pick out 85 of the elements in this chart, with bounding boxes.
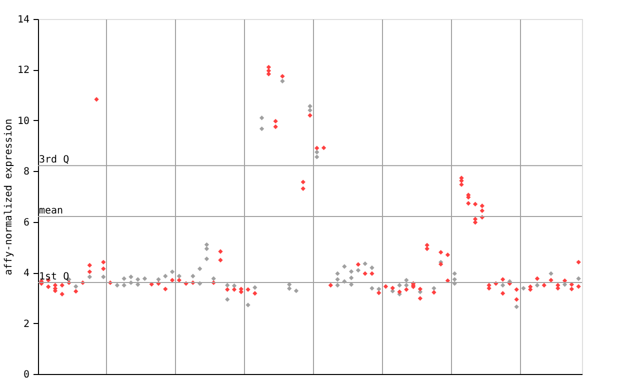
point — [335, 282, 340, 288]
point — [370, 286, 374, 291]
point — [397, 282, 402, 288]
point — [480, 208, 484, 214]
point — [266, 72, 272, 76]
point — [356, 268, 361, 273]
y-tick-label: 6 — [23, 217, 30, 228]
point — [548, 271, 554, 276]
point — [370, 265, 374, 270]
point — [204, 242, 210, 248]
point — [176, 274, 182, 278]
point — [534, 282, 540, 288]
point — [190, 274, 196, 278]
point — [197, 266, 202, 272]
point — [459, 182, 464, 187]
point — [500, 291, 506, 296]
point — [362, 261, 368, 266]
point — [418, 296, 423, 301]
point — [259, 116, 264, 120]
point — [60, 292, 64, 296]
y-tick-label: 4 — [23, 268, 30, 280]
y-tick-label: 2 — [23, 318, 30, 330]
point — [514, 304, 519, 310]
point — [238, 290, 244, 294]
point — [314, 154, 320, 160]
point — [404, 282, 409, 288]
point — [294, 288, 299, 294]
point — [466, 201, 471, 206]
point — [342, 264, 347, 269]
point — [273, 124, 278, 130]
point — [46, 284, 51, 290]
point — [87, 274, 92, 280]
point — [472, 220, 478, 225]
y-tick-label: 14 — [17, 14, 30, 26]
y-axis-title: affy-normalized expression — [3, 118, 14, 276]
point — [432, 286, 436, 291]
point — [218, 258, 223, 262]
y-tick-label: 12 — [17, 65, 30, 76]
point — [308, 104, 312, 109]
point — [500, 282, 506, 288]
point — [308, 108, 312, 113]
point — [142, 276, 148, 281]
point — [122, 282, 126, 288]
ref-line-label: 1st Q — [39, 271, 70, 282]
point — [259, 126, 264, 132]
point — [246, 302, 250, 308]
point — [74, 284, 78, 289]
point — [314, 150, 320, 154]
point — [225, 297, 230, 302]
point — [136, 277, 140, 282]
point — [122, 276, 126, 281]
ref-line-label: 3rd Q — [39, 154, 70, 166]
point — [576, 284, 581, 289]
point — [156, 277, 161, 282]
point — [170, 269, 175, 274]
point — [335, 271, 340, 276]
point — [348, 269, 354, 274]
point — [376, 286, 382, 292]
point — [101, 274, 106, 280]
point — [452, 277, 457, 282]
point — [204, 246, 210, 252]
point — [569, 286, 574, 292]
y-tick-label: 10 — [17, 116, 30, 127]
y-tick-label: 0 — [23, 370, 30, 380]
point — [452, 271, 457, 276]
point — [128, 274, 134, 280]
point — [252, 285, 258, 290]
point — [114, 282, 120, 288]
point — [101, 266, 106, 272]
point — [286, 286, 292, 291]
point — [335, 277, 340, 282]
point — [225, 282, 230, 288]
y-tick-label: 8 — [23, 166, 30, 178]
point — [514, 297, 519, 302]
point — [280, 78, 285, 84]
point — [300, 186, 306, 191]
point — [204, 256, 210, 262]
point — [87, 269, 92, 274]
point — [521, 286, 526, 291]
point — [163, 274, 168, 278]
ref-line-label: mean — [39, 206, 64, 217]
point — [576, 276, 581, 281]
point — [424, 246, 430, 252]
point — [348, 276, 354, 280]
point — [211, 276, 216, 281]
